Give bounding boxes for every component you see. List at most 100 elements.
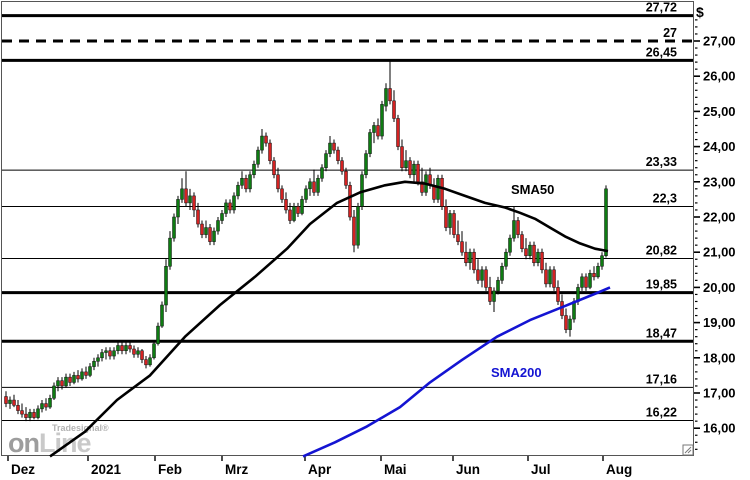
y-tick-label-24,00: 24,00: [703, 139, 736, 154]
x-tick-label-2021: 2021: [91, 462, 122, 477]
candle-up: [492, 290, 496, 302]
candle-down: [592, 273, 596, 278]
candle-down: [44, 403, 48, 408]
candle-up: [36, 408, 40, 418]
price-level-label-27,72: 27,72: [646, 1, 677, 15]
candle-down: [268, 142, 272, 161]
candle-up: [164, 266, 168, 306]
price-level-label-27: 27: [663, 26, 677, 40]
candle-up: [500, 266, 504, 281]
candle-down: [336, 149, 340, 161]
candle-up: [236, 185, 240, 197]
candle-down: [456, 234, 460, 242]
candle-up: [112, 350, 116, 357]
candle-up: [168, 237, 172, 267]
y-tick-label-17,00: 17,00: [703, 386, 736, 401]
candle-up: [316, 178, 320, 193]
candle-up: [204, 227, 208, 235]
candle-down: [352, 216, 356, 246]
candle-up: [328, 142, 332, 154]
candle-down: [272, 160, 276, 176]
candle-up: [252, 163, 256, 176]
candle-up: [72, 375, 76, 383]
candle-up: [212, 230, 216, 242]
candle-down: [12, 399, 16, 406]
candle-down: [280, 188, 284, 200]
candle-up: [548, 269, 552, 285]
candle-down: [16, 405, 20, 411]
candle-down: [584, 276, 588, 288]
candle-up: [224, 202, 228, 214]
candle-up: [28, 412, 32, 418]
candle-down: [472, 251, 476, 271]
candle-down: [516, 220, 520, 235]
candle-up: [468, 251, 472, 264]
candle-up: [124, 345, 128, 352]
candle-down: [24, 413, 28, 418]
candle-down: [484, 269, 488, 288]
candle-up: [8, 399, 12, 404]
candle-down: [84, 371, 88, 376]
currency-symbol: $: [696, 4, 704, 20]
candle-down: [388, 88, 392, 102]
candle-down: [32, 412, 36, 418]
candle-down: [552, 269, 556, 288]
y-tick-label-19,00: 19,00: [703, 315, 736, 330]
x-tick-label-Jun: Jun: [456, 462, 480, 477]
candle-down: [228, 202, 232, 211]
candle-up: [56, 380, 60, 387]
candle-up: [580, 276, 584, 288]
candle-up: [48, 398, 52, 408]
candle-up: [216, 220, 220, 232]
candle-down: [460, 241, 464, 253]
candle-down: [332, 142, 336, 151]
candle-up: [240, 178, 244, 186]
candle-down: [524, 248, 528, 256]
candle-up: [176, 199, 180, 218]
candle-up: [436, 178, 440, 200]
candle-down: [60, 380, 64, 387]
candle-up: [148, 357, 152, 366]
candle-up: [604, 188, 608, 256]
candle-down: [344, 170, 348, 186]
y-tick-label-22,00: 22,00: [703, 210, 736, 225]
candle-down: [348, 185, 352, 218]
candle-up: [308, 181, 312, 190]
y-tick-label-18,00: 18,00: [703, 350, 736, 365]
candle-up: [304, 188, 308, 200]
resize-grip-line: [684, 446, 692, 454]
candle-up: [260, 135, 264, 151]
candle-down: [196, 209, 200, 225]
candle-up: [596, 266, 600, 278]
candle-down: [208, 227, 212, 242]
y-tick-label-21,00: 21,00: [703, 245, 736, 260]
candle-down: [132, 348, 136, 355]
candle-down: [20, 410, 24, 415]
candle-up: [136, 350, 140, 355]
sma200-line: [302, 286, 611, 458]
sma50-label: SMA50: [511, 182, 555, 197]
candle-down: [376, 125, 380, 137]
sma200-label: SMA200: [491, 365, 542, 380]
candle-down: [108, 350, 112, 357]
candle-up: [104, 350, 108, 353]
candle-up: [364, 153, 368, 176]
candle-up: [448, 213, 452, 228]
candle-down: [4, 396, 8, 404]
candle-down: [544, 269, 548, 285]
candle-up: [368, 132, 372, 154]
y-tick-label-25,00: 25,00: [703, 104, 736, 119]
candle-up: [356, 206, 360, 246]
candle-up: [188, 195, 192, 204]
price-level-label-23,33: 23,33: [646, 155, 677, 169]
candle-down: [420, 181, 424, 193]
candle-down: [464, 251, 468, 264]
candle-down: [296, 206, 300, 214]
candle-down: [184, 188, 188, 204]
candle-down: [392, 100, 396, 119]
candle-up: [480, 269, 484, 281]
candle-down: [68, 376, 72, 383]
y-tick-label-27,00: 27,00: [703, 34, 736, 49]
